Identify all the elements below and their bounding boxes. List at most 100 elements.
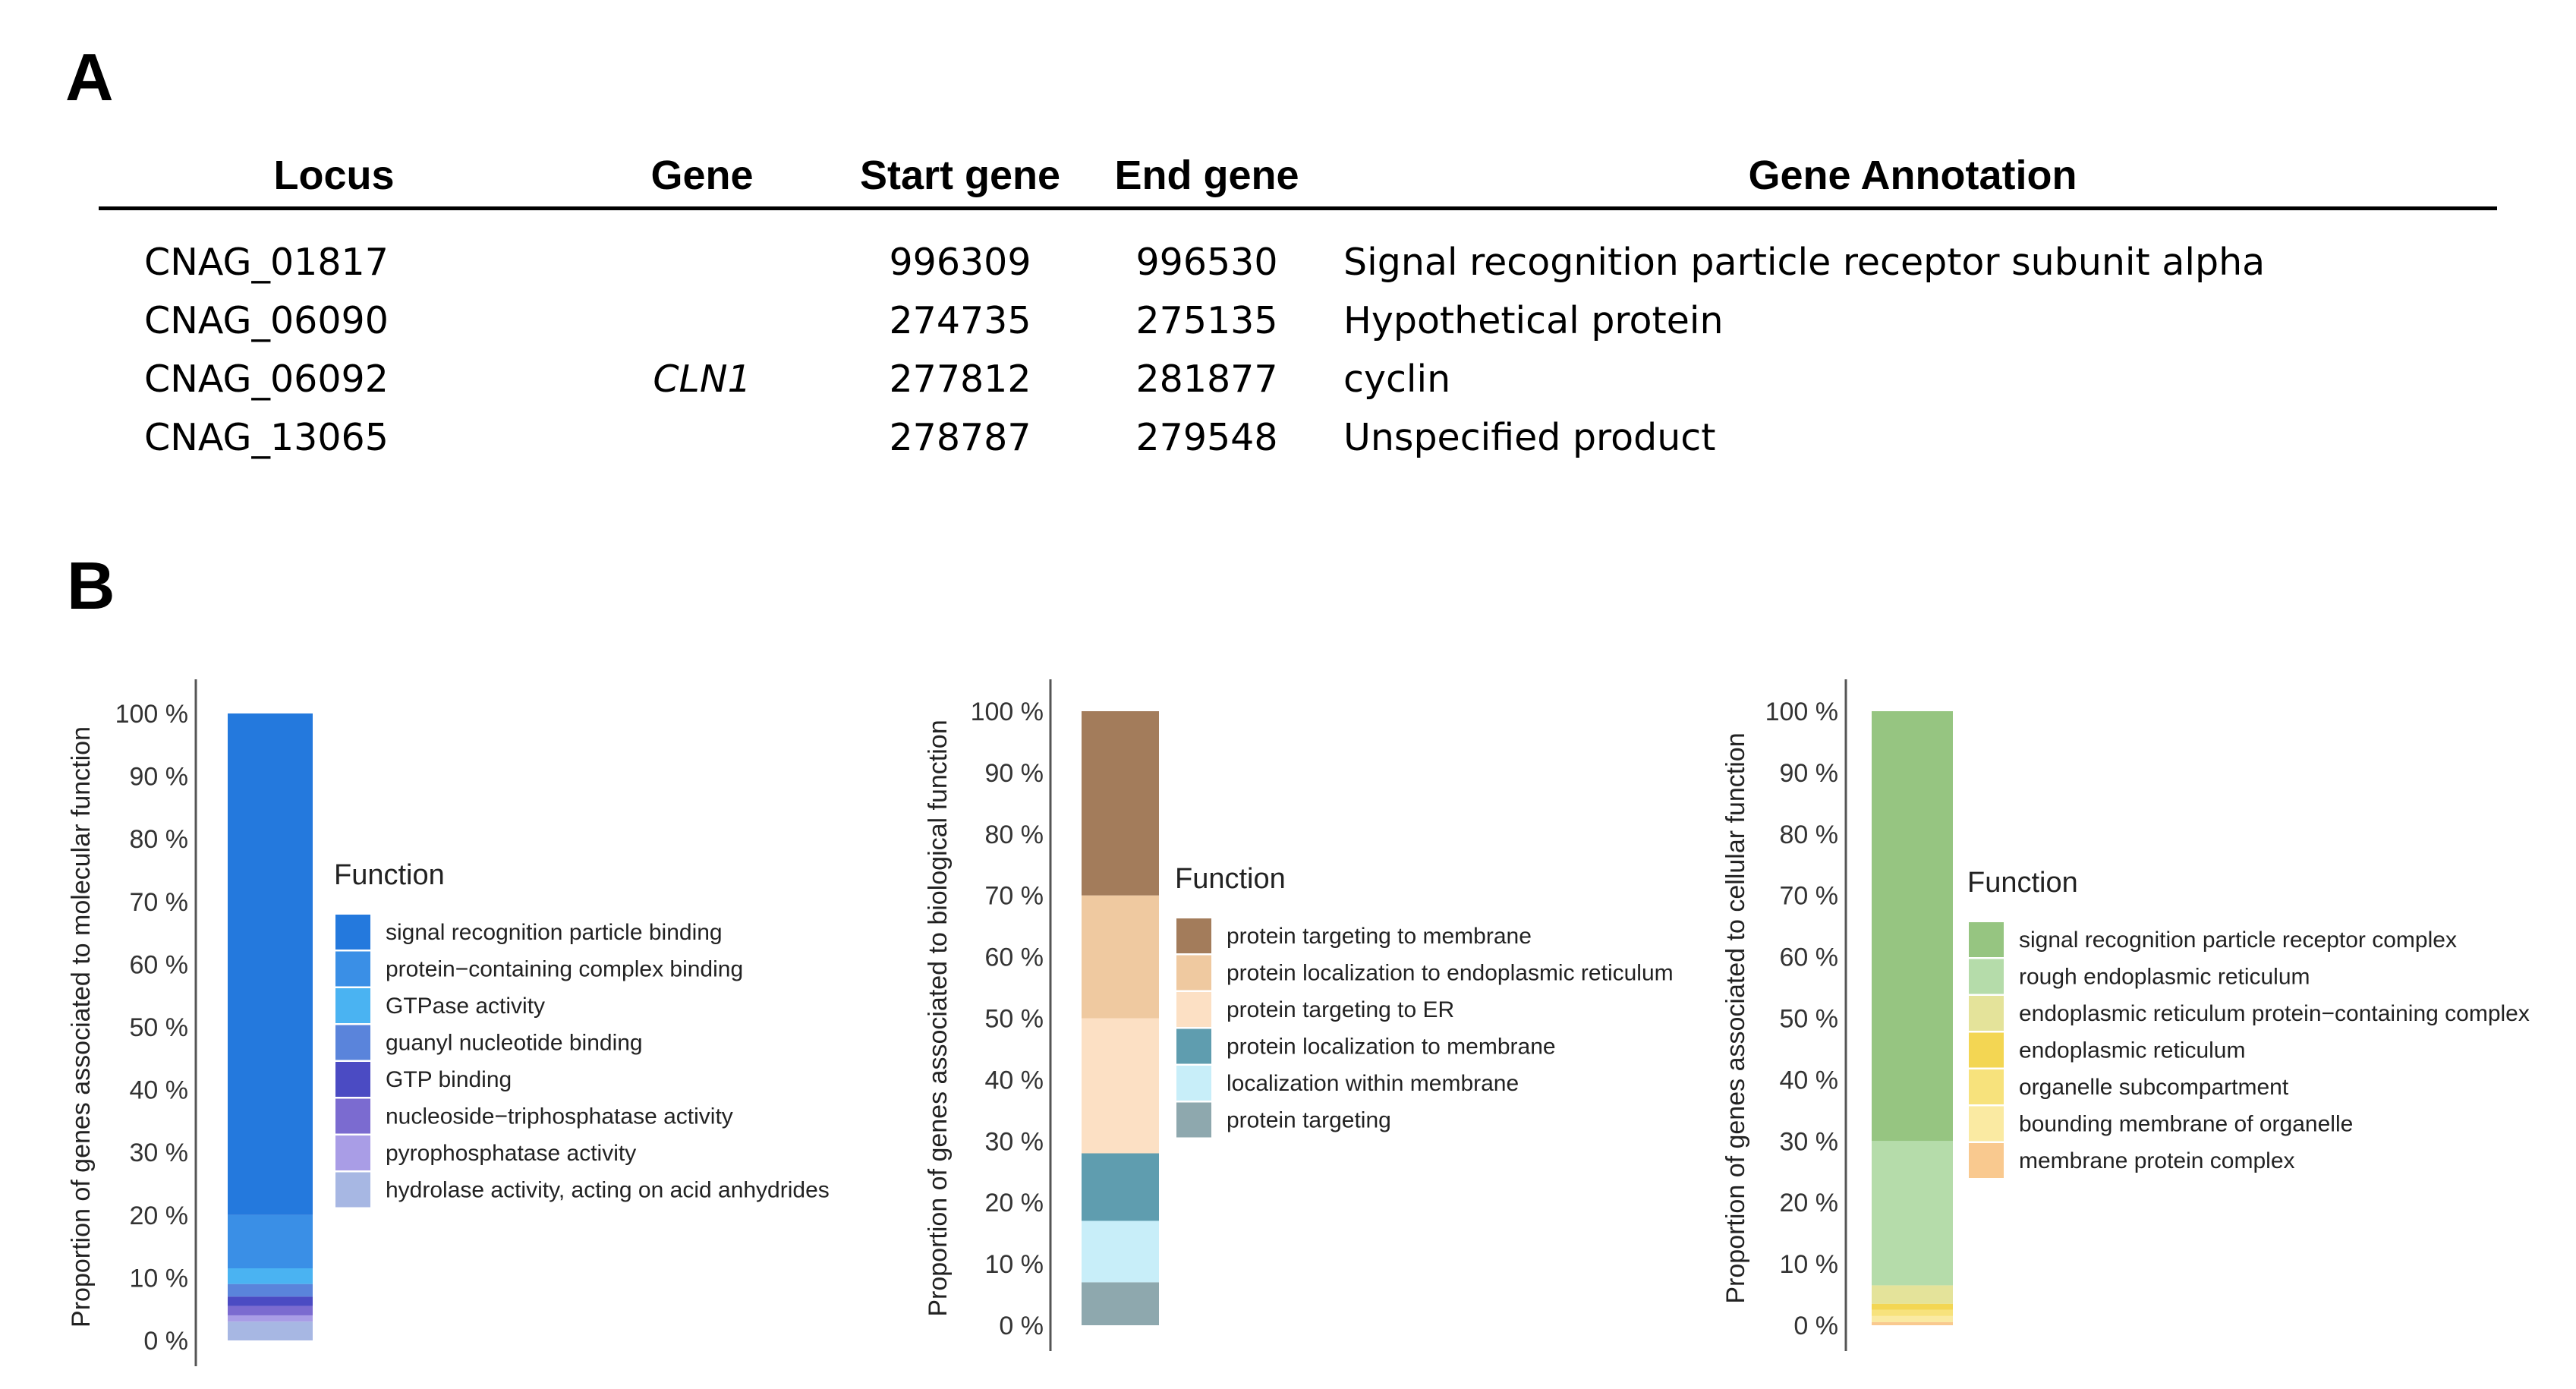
cell-gene: CLN1 — [653, 357, 751, 401]
legend-swatch — [335, 951, 370, 987]
cell-end: 281877 — [1135, 357, 1278, 401]
y-tick-label: 10 % — [1780, 1250, 1839, 1279]
legend-label: signal recognition particle binding — [386, 920, 723, 945]
legend-swatch — [335, 1062, 370, 1097]
bar-segment — [1872, 1141, 1953, 1286]
cell-start: 278787 — [889, 416, 1031, 459]
bar-segment — [1082, 1153, 1159, 1221]
y-tick-label: 0 % — [999, 1312, 1044, 1340]
y-tick-label: 80 % — [130, 825, 189, 854]
gene-table: Locus Gene Start gene End gene Gene Anno… — [99, 152, 2497, 467]
legend-label: signal recognition particle receptor com… — [2019, 928, 2457, 953]
table-row: CNAG_06090 274735 275135 Hypothetical pr… — [99, 291, 2497, 350]
y-tick-label: 10 % — [985, 1250, 1044, 1279]
legend-label: GTPase activity — [386, 994, 545, 1019]
y-tick-label: 10 % — [130, 1264, 189, 1293]
legend-label: protein targeting — [1227, 1108, 1391, 1133]
legend-swatch — [1176, 1066, 1211, 1101]
cell-start: 274735 — [889, 299, 1031, 342]
header-end-gene: End gene — [1085, 152, 1328, 210]
legend-label: membrane protein complex — [2019, 1148, 2295, 1173]
cell-start: 996309 — [889, 241, 1031, 284]
panel-letter-b: B — [67, 548, 115, 623]
cell-locus: CNAG_06090 — [144, 299, 389, 342]
header-locus: Locus — [99, 152, 569, 210]
legend-swatch — [1969, 1032, 2004, 1068]
cell-end: 275135 — [1135, 299, 1278, 342]
y-axis-title: Proportion of genes associated to biolog… — [924, 720, 953, 1316]
legend-swatch — [335, 1025, 370, 1060]
y-tick-label: 80 % — [985, 820, 1044, 849]
y-tick-label: 90 % — [1780, 759, 1839, 788]
bar-segment — [1872, 1309, 1953, 1316]
legend-swatch — [335, 1135, 370, 1170]
cell-locus: CNAG_01817 — [144, 241, 389, 284]
y-tick-label: 50 % — [1780, 1005, 1839, 1034]
legend-swatch — [335, 1172, 370, 1208]
legend-swatch — [1969, 959, 2004, 994]
bar-segment — [1872, 1315, 1953, 1322]
y-tick-label: 40 % — [985, 1066, 1044, 1095]
legend-label: protein targeting to ER — [1227, 997, 1454, 1022]
legend-swatch — [1969, 1106, 2004, 1142]
legend-title: Function — [1175, 863, 1286, 895]
bar-segment — [1082, 895, 1159, 1019]
legend-swatch — [1176, 918, 1211, 953]
legend-title: Function — [1967, 867, 2078, 899]
cell-end: 279548 — [1135, 416, 1278, 459]
bar-segment — [228, 1306, 313, 1315]
y-tick-label: 0 % — [143, 1327, 188, 1356]
cell-end: 996530 — [1135, 241, 1278, 284]
legend-swatch — [1176, 1028, 1211, 1064]
y-tick-label: 100 % — [1765, 698, 1838, 726]
legend-label: rough endoplasmic reticulum — [2019, 965, 2310, 990]
y-tick-label: 40 % — [1780, 1066, 1839, 1095]
bar-segment — [1082, 1018, 1159, 1154]
table-row: CNAG_01817 996309 996530 Signal recognit… — [99, 209, 2497, 292]
bar-segment — [228, 1283, 313, 1297]
legend-swatch — [335, 1098, 370, 1134]
y-tick-label: 20 % — [130, 1202, 189, 1230]
y-tick-label: 50 % — [985, 1005, 1044, 1034]
legend-label: protein targeting to membrane — [1227, 924, 1532, 949]
legend-swatch — [1176, 992, 1211, 1027]
y-tick-label: 70 % — [985, 882, 1044, 911]
table-row: CNAG_06092 CLN1 277812 281877 cyclin — [99, 350, 2497, 408]
y-tick-label: 30 % — [985, 1127, 1044, 1156]
y-tick-label: 20 % — [985, 1189, 1044, 1217]
legend-label: GTP binding — [386, 1067, 512, 1092]
y-tick-label: 60 % — [130, 950, 189, 979]
bar-segment — [228, 1296, 313, 1306]
legend-swatch — [335, 915, 370, 950]
bar-segment — [228, 1321, 313, 1340]
legend-swatch — [1969, 1069, 2004, 1104]
y-tick-label: 80 % — [1780, 820, 1839, 849]
legend-label: endoplasmic reticulum — [2019, 1038, 2245, 1063]
legend-swatch — [1176, 1102, 1211, 1138]
y-tick-label: 70 % — [1780, 882, 1839, 911]
legend-label: hydrolase activity, acting on acid anhyd… — [386, 1178, 830, 1203]
bar-segment — [1872, 1285, 1953, 1304]
bar-segment — [1872, 1303, 1953, 1310]
cell-annotation: Unspecified product — [1343, 416, 1716, 459]
y-tick-label: 90 % — [985, 759, 1044, 788]
y-axis-title: Proportion of genes associated to cellul… — [1721, 732, 1750, 1303]
legend-label: bounding membrane of organelle — [2019, 1112, 2353, 1137]
y-tick-label: 20 % — [1780, 1189, 1839, 1217]
legend-label: protein−containing complex binding — [386, 957, 743, 982]
legend-swatch — [1969, 996, 2004, 1031]
header-gene: Gene — [569, 152, 835, 210]
legend-label: endoplasmic reticulum protein−containing… — [2019, 1001, 2530, 1026]
y-tick-label: 60 % — [1780, 943, 1839, 972]
bar-segment — [228, 1214, 313, 1269]
legend-label: localization within membrane — [1227, 1071, 1519, 1096]
legend-label: protein localization to endoplasmic reti… — [1227, 961, 1674, 986]
legend-label: organelle subcompartment — [2019, 1075, 2289, 1100]
y-tick-label: 40 % — [130, 1076, 189, 1105]
chart-2: 0 % 10 % 20 % 30 % 40 % 50 % 60 % 70 % 80 % 90 % 1… — [924, 679, 1674, 1351]
legend-title: Function — [334, 859, 445, 891]
cell-locus: CNAG_06092 — [144, 357, 389, 401]
legend-label: nucleoside−triphosphatase activity — [386, 1104, 733, 1129]
legend-label: protein localization to membrane — [1227, 1035, 1556, 1060]
